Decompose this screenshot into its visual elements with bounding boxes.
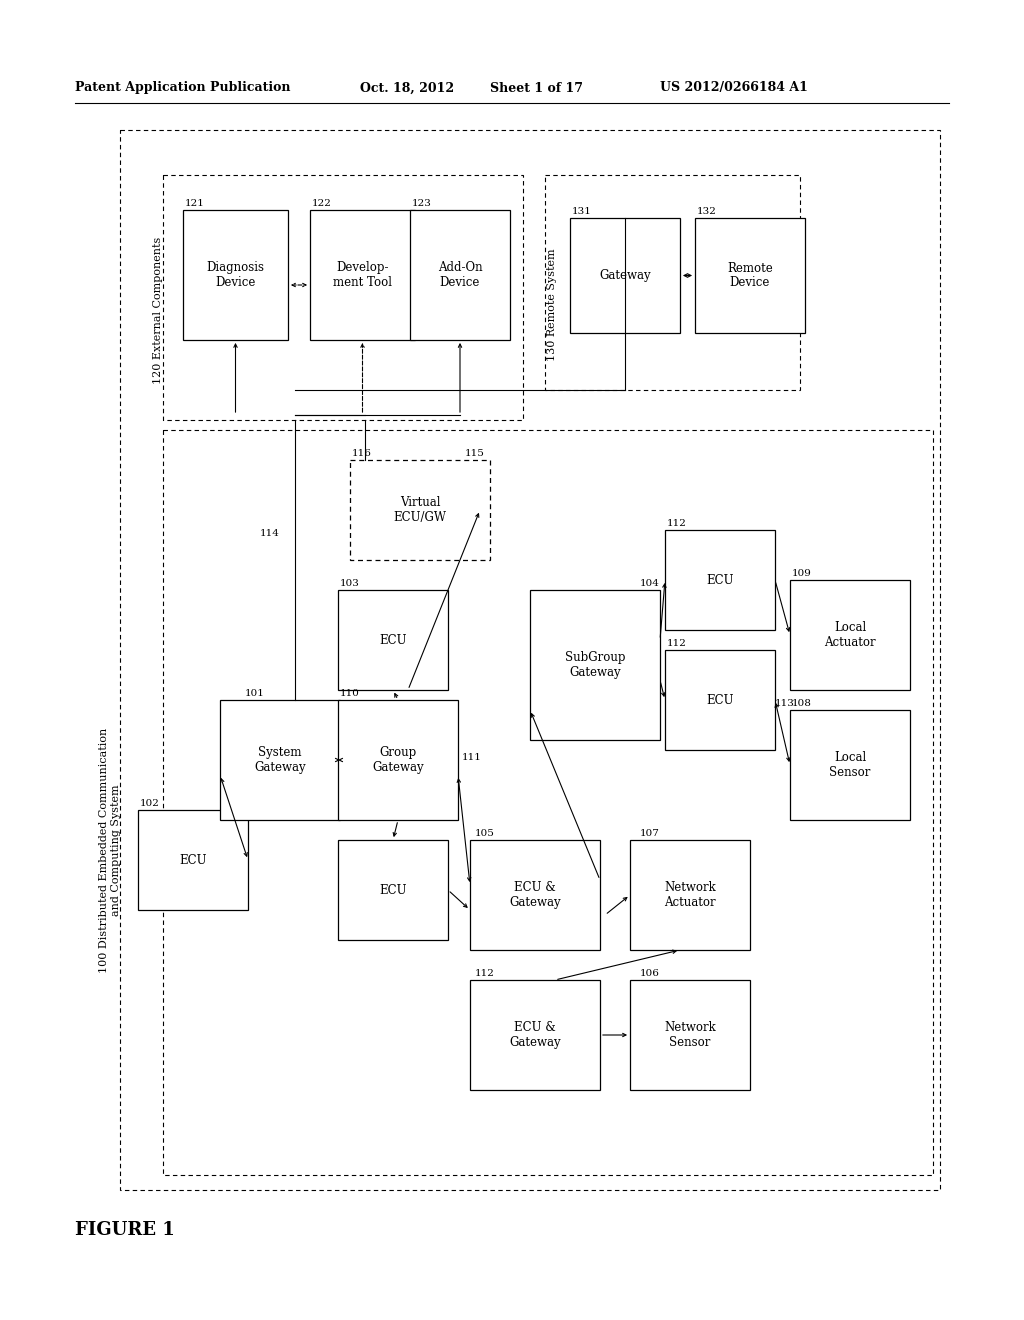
Text: Diagnosis
Device: Diagnosis Device — [207, 261, 264, 289]
Text: Remote
Device: Remote Device — [727, 261, 773, 289]
Bar — [630, 840, 750, 950]
Text: Develop-
ment Tool: Develop- ment Tool — [333, 261, 392, 289]
Bar — [163, 176, 523, 420]
Text: ECU: ECU — [179, 854, 207, 866]
Text: 132: 132 — [697, 207, 717, 216]
Bar — [665, 531, 775, 630]
Text: 116: 116 — [352, 449, 372, 458]
Text: ECU: ECU — [707, 573, 734, 586]
Text: ECU: ECU — [379, 883, 407, 896]
Text: ECU &
Gateway: ECU & Gateway — [509, 1020, 561, 1049]
Text: 114: 114 — [260, 529, 280, 539]
Text: Gateway: Gateway — [599, 269, 651, 282]
Text: 112: 112 — [475, 969, 495, 978]
Bar — [630, 979, 750, 1090]
Text: 112: 112 — [667, 639, 687, 648]
Bar — [410, 210, 510, 341]
Text: 111: 111 — [462, 752, 482, 762]
Text: ECU: ECU — [379, 634, 407, 647]
Text: 102: 102 — [140, 799, 160, 808]
Text: 103: 103 — [340, 579, 359, 587]
Text: Local
Sensor: Local Sensor — [829, 751, 870, 779]
Bar — [545, 176, 800, 389]
Bar — [310, 210, 415, 341]
Bar — [695, 218, 805, 333]
Text: Local
Actuator: Local Actuator — [824, 620, 876, 649]
Text: FIGURE 1: FIGURE 1 — [75, 1221, 175, 1239]
Text: SubGroup
Gateway: SubGroup Gateway — [565, 651, 626, 678]
Text: Sheet 1 of 17: Sheet 1 of 17 — [490, 82, 583, 95]
Bar — [350, 459, 490, 560]
Text: 101: 101 — [245, 689, 265, 698]
Bar — [220, 700, 340, 820]
Bar — [138, 810, 248, 909]
Text: 108: 108 — [792, 700, 812, 708]
Text: 120 External Components: 120 External Components — [153, 236, 163, 384]
Bar — [790, 579, 910, 690]
Text: US 2012/0266184 A1: US 2012/0266184 A1 — [660, 82, 808, 95]
Text: 100 Distributed Embedded Communication
and Computing System: 100 Distributed Embedded Communication a… — [99, 727, 121, 973]
Text: 123: 123 — [412, 199, 432, 209]
Bar — [183, 210, 288, 341]
Bar — [530, 590, 660, 741]
Text: Group
Gateway: Group Gateway — [372, 746, 424, 774]
Text: Virtual
ECU/GW: Virtual ECU/GW — [393, 496, 446, 524]
Text: 122: 122 — [312, 199, 332, 209]
Text: ECU &
Gateway: ECU & Gateway — [509, 880, 561, 909]
Text: 104: 104 — [640, 579, 659, 587]
Text: Network
Sensor: Network Sensor — [665, 1020, 716, 1049]
Bar — [790, 710, 910, 820]
Bar — [570, 218, 680, 333]
Bar — [470, 979, 600, 1090]
Text: Add-On
Device: Add-On Device — [437, 261, 482, 289]
Text: 115: 115 — [465, 449, 485, 458]
Text: System
Gateway: System Gateway — [254, 746, 306, 774]
Text: 113: 113 — [775, 700, 795, 708]
Text: 105: 105 — [475, 829, 495, 838]
Text: 130 Remote System: 130 Remote System — [547, 248, 557, 362]
Text: 110: 110 — [340, 689, 359, 698]
Text: 106: 106 — [640, 969, 659, 978]
Text: Oct. 18, 2012: Oct. 18, 2012 — [360, 82, 454, 95]
Bar — [163, 430, 933, 1175]
Text: 109: 109 — [792, 569, 812, 578]
Text: 131: 131 — [572, 207, 592, 216]
Bar — [470, 840, 600, 950]
Bar — [338, 700, 458, 820]
Bar — [338, 840, 449, 940]
Bar — [120, 129, 940, 1191]
Text: Network
Actuator: Network Actuator — [665, 880, 716, 909]
Text: 107: 107 — [640, 829, 659, 838]
Bar — [338, 590, 449, 690]
Text: ECU: ECU — [707, 693, 734, 706]
Text: 121: 121 — [185, 199, 205, 209]
Text: Patent Application Publication: Patent Application Publication — [75, 82, 291, 95]
Text: 112: 112 — [667, 519, 687, 528]
Bar — [665, 649, 775, 750]
